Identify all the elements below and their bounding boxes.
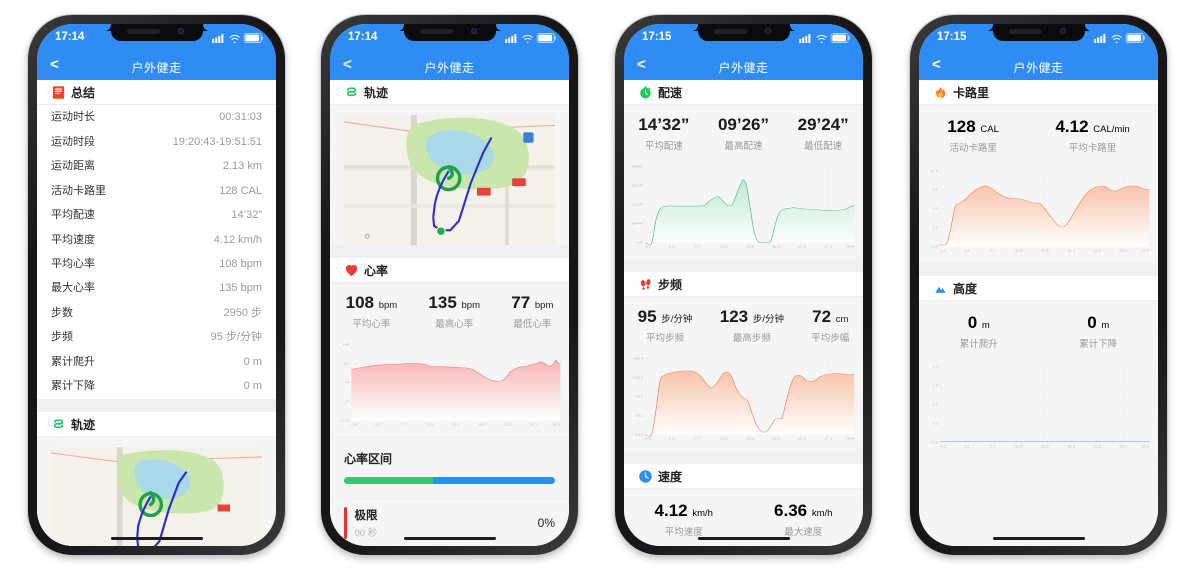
svg-text:0.19: 0.19 xyxy=(635,433,643,436)
svg-text:3.9: 3.9 xyxy=(964,249,970,252)
svg-text:19.3: 19.3 xyxy=(772,437,780,440)
svg-text:27.1: 27.1 xyxy=(530,423,538,426)
svg-text:27.1: 27.1 xyxy=(1119,249,1127,252)
svg-text:105.3: 105.3 xyxy=(633,376,643,379)
svg-text:23.2: 23.2 xyxy=(798,437,806,440)
svg-text:30.9: 30.9 xyxy=(1141,445,1149,448)
svg-text:3.9: 3.9 xyxy=(375,423,381,426)
svg-text:0.6: 0.6 xyxy=(933,403,939,406)
svg-text:23.2: 23.2 xyxy=(1093,445,1101,448)
svg-text:11.6: 11.6 xyxy=(426,423,434,426)
svg-text:0.3: 0.3 xyxy=(933,422,939,425)
svg-text:23.2: 23.2 xyxy=(798,245,806,248)
svg-text:30.9: 30.9 xyxy=(552,423,560,426)
svg-text:30.9: 30.9 xyxy=(1141,249,1149,252)
svg-text:23.2: 23.2 xyxy=(504,423,512,426)
svg-text:15.5: 15.5 xyxy=(746,437,754,440)
svg-text:19.3: 19.3 xyxy=(1067,249,1075,252)
svg-text:0.0: 0.0 xyxy=(940,445,946,448)
svg-text:37: 37 xyxy=(345,400,350,403)
svg-text:0'0": 0'0" xyxy=(636,241,644,244)
svg-text:7.7: 7.7 xyxy=(990,249,996,252)
svg-text:15.5: 15.5 xyxy=(746,245,754,248)
svg-text:30.9: 30.9 xyxy=(846,437,854,440)
svg-text:70.2: 70.2 xyxy=(635,395,643,398)
svg-text:15.5: 15.5 xyxy=(1041,249,1049,252)
svg-text:15.5: 15.5 xyxy=(452,423,460,426)
svg-text:00'44": 00'44" xyxy=(632,222,644,225)
svg-text:11.6: 11.6 xyxy=(720,245,728,248)
svg-text:0.0: 0.0 xyxy=(645,245,651,248)
svg-text:23.2: 23.2 xyxy=(1093,249,1101,252)
svg-text:12.0: 12.0 xyxy=(930,169,938,172)
svg-text:0.19: 0.19 xyxy=(930,245,938,248)
svg-text:30.9: 30.9 xyxy=(846,245,854,248)
svg-text:11.6: 11.6 xyxy=(1015,445,1023,448)
svg-text:20'12": 20'12" xyxy=(632,184,644,187)
svg-text:9.0: 9.0 xyxy=(933,188,939,191)
svg-text:35.1: 35.1 xyxy=(635,414,643,417)
svg-text:0.0: 0.0 xyxy=(351,423,357,426)
svg-text:148: 148 xyxy=(342,343,349,346)
svg-text:11.6: 11.6 xyxy=(720,437,728,440)
svg-text:0.19: 0.19 xyxy=(930,441,938,444)
svg-text:6.0: 6.0 xyxy=(933,207,939,210)
svg-text:13'28": 13'28" xyxy=(632,203,644,206)
svg-text:0.9: 0.9 xyxy=(933,384,939,387)
svg-text:19.3: 19.3 xyxy=(772,245,780,248)
svg-text:1.2: 1.2 xyxy=(933,365,939,368)
svg-text:140.4: 140.4 xyxy=(633,357,643,360)
svg-text:111: 111 xyxy=(343,362,349,365)
svg-text:27.1: 27.1 xyxy=(824,437,832,440)
svg-text:3.0: 3.0 xyxy=(933,226,939,229)
svg-text:3.9: 3.9 xyxy=(669,245,675,248)
svg-text:7.7: 7.7 xyxy=(401,423,407,426)
svg-text:0.0: 0.0 xyxy=(645,437,651,440)
svg-text:0.19: 0.19 xyxy=(341,419,349,422)
svg-text:7.7: 7.7 xyxy=(695,437,701,440)
svg-text:15.5: 15.5 xyxy=(1041,445,1049,448)
svg-text:7.7: 7.7 xyxy=(695,245,701,248)
svg-text:19.3: 19.3 xyxy=(1067,445,1075,448)
svg-text:0.0: 0.0 xyxy=(940,249,946,252)
svg-text:26'56": 26'56" xyxy=(632,165,644,168)
svg-text:27.1: 27.1 xyxy=(824,245,832,248)
svg-text:3.9: 3.9 xyxy=(964,445,970,448)
svg-text:11.6: 11.6 xyxy=(1015,249,1023,252)
svg-text:19.3: 19.3 xyxy=(478,423,486,426)
svg-text:27.1: 27.1 xyxy=(1119,445,1127,448)
svg-text:74: 74 xyxy=(345,381,350,384)
svg-text:3.9: 3.9 xyxy=(669,437,675,440)
svg-text:7.7: 7.7 xyxy=(990,445,996,448)
